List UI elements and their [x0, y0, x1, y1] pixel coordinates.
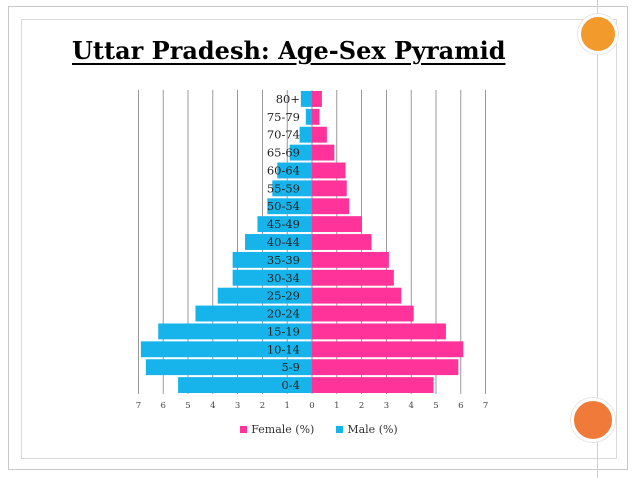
- legend-swatch-male: [336, 426, 344, 433]
- slide-frame: [8, 6, 628, 470]
- bar-male: [158, 323, 312, 340]
- bar-male: [289, 144, 312, 161]
- x-tick-label: 7: [136, 401, 141, 411]
- bar-male: [277, 162, 312, 179]
- age-group-label: 70-74: [267, 128, 300, 142]
- x-tick-label: 0: [309, 401, 314, 411]
- bar-male: [257, 216, 312, 233]
- age-group-label: 10-14: [267, 342, 300, 356]
- bar-female: [312, 180, 347, 197]
- x-tick-label: 7: [483, 401, 488, 411]
- age-group-label: 30-34: [267, 271, 300, 285]
- x-tick-label: 6: [160, 401, 165, 411]
- x-tick-label: 2: [359, 401, 364, 411]
- bar-female: [312, 305, 414, 322]
- legend-item-female: Female (%): [240, 423, 314, 436]
- legend-swatch-female: [240, 426, 248, 433]
- bar-male: [299, 126, 312, 143]
- bar-female: [312, 377, 434, 393]
- bar-male: [267, 198, 312, 215]
- age-group-label: 65-69: [267, 146, 300, 160]
- x-tick-label: 5: [185, 401, 190, 411]
- legend-item-male: Male (%): [336, 423, 398, 436]
- x-tick-label: 3: [235, 401, 240, 411]
- bar-male: [305, 108, 312, 125]
- age-group-label: 50-54: [267, 199, 300, 213]
- decorative-circle-top: [578, 14, 618, 54]
- x-tick-label: 4: [408, 401, 413, 411]
- bar-female: [312, 91, 322, 107]
- age-group-label: 5-9: [281, 360, 300, 374]
- decorative-circle-bottom: [571, 398, 615, 442]
- bar-female: [312, 287, 402, 304]
- bar-female: [312, 162, 346, 179]
- age-group-label: 75-79: [267, 110, 300, 124]
- x-tick-label: 4: [210, 401, 215, 411]
- bar-male: [195, 305, 312, 322]
- x-tick-label: 5: [433, 401, 438, 411]
- bar-female: [312, 269, 394, 286]
- age-group-label: 15-19: [267, 324, 300, 338]
- bar-female: [312, 198, 350, 215]
- bar-female: [312, 216, 362, 233]
- age-group-label: 20-24: [267, 307, 300, 321]
- bar-female: [312, 359, 459, 376]
- bar-male: [178, 377, 312, 393]
- legend-label-female: Female (%): [251, 423, 315, 436]
- bar-female: [312, 341, 464, 358]
- x-tick-label: 1: [334, 401, 339, 411]
- bar-female: [312, 108, 320, 125]
- bar-male: [140, 341, 312, 358]
- x-tick-label: 1: [284, 401, 289, 411]
- bar-female: [312, 126, 327, 143]
- x-tick-label: 2: [260, 401, 265, 411]
- bar-male: [217, 287, 312, 304]
- bar-female: [312, 234, 372, 250]
- age-group-label: 55-59: [267, 181, 300, 195]
- age-group-label: 35-39: [267, 253, 300, 267]
- bar-male: [232, 251, 312, 268]
- age-group-label: 60-64: [267, 163, 300, 177]
- bar-male: [300, 91, 312, 107]
- slide-title: Uttar Pradesh: Age-Sex Pyramid: [72, 36, 506, 65]
- bar-male: [145, 359, 312, 376]
- chart-legend: Female (%) Male (%): [0, 423, 638, 436]
- bar-male: [245, 234, 312, 250]
- age-group-label: 80+: [276, 92, 300, 106]
- age-group-label: 45-49: [267, 217, 300, 231]
- slide-side-line: [597, 0, 598, 478]
- bar-male: [272, 180, 312, 197]
- x-tick-label: 6: [458, 401, 463, 411]
- bar-female: [312, 251, 389, 268]
- age-group-label: 40-44: [267, 235, 300, 249]
- bar-female: [312, 144, 335, 161]
- slide-inner-frame: [21, 19, 617, 459]
- age-group-label: 0-4: [281, 378, 300, 392]
- age-group-label: 25-29: [267, 289, 300, 303]
- x-tick-label: 3: [384, 401, 389, 411]
- bar-female: [312, 323, 446, 340]
- bar-male: [232, 269, 312, 286]
- legend-label-male: Male (%): [347, 423, 398, 436]
